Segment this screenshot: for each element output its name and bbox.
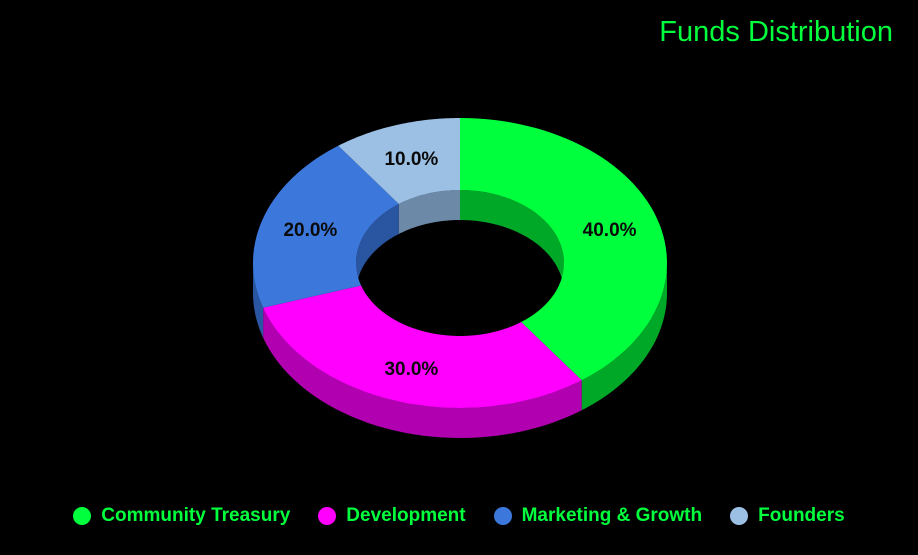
- donut-sides: [253, 263, 667, 438]
- slice-inner-wall-3-1: [398, 190, 460, 234]
- donut-chart: 40.0% 30.0% 20.0% 10.0%: [253, 118, 667, 438]
- donut-top: [253, 118, 667, 408]
- legend-item[interactable]: Development: [318, 505, 466, 527]
- slice-0: [460, 118, 667, 381]
- legend-label: Community Treasury: [101, 505, 291, 526]
- slice-inner-wall-0-0: [460, 190, 564, 293]
- legend-dot: [730, 507, 749, 525]
- slice-inner-wall-2-1: [356, 203, 399, 293]
- slice-1: [263, 285, 582, 408]
- legend-item[interactable]: Marketing & Growth: [493, 505, 703, 527]
- legend-label: Marketing & Growth: [521, 505, 703, 526]
- slice-label-3: 10.0%: [384, 149, 438, 170]
- slice-2: [253, 145, 399, 308]
- slice-side-0: [581, 263, 667, 411]
- legend-dot: [73, 507, 92, 525]
- donut-labels: 40.0% 30.0% 20.0% 10.0%: [283, 149, 636, 380]
- donut-inner-walls: [356, 190, 564, 293]
- legend-item[interactable]: Community Treasury: [73, 505, 290, 527]
- chart-title: Funds Distribution: [659, 16, 893, 48]
- legend: Community Treasury Development Marketing &…: [0, 505, 918, 527]
- slice-label-2: 20.0%: [283, 220, 337, 241]
- legend-item[interactable]: Founders: [730, 505, 845, 527]
- slice-side-1: [263, 307, 582, 438]
- legend-label: Founders: [758, 505, 845, 526]
- slice-3: [338, 118, 460, 204]
- slice-side-2: [253, 263, 264, 338]
- legend-dot: [493, 507, 512, 525]
- legend-dot: [318, 507, 337, 525]
- legend-label: Development: [346, 505, 466, 526]
- slice-label-1: 30.0%: [384, 359, 438, 380]
- slice-label-0: 40.0%: [583, 220, 637, 241]
